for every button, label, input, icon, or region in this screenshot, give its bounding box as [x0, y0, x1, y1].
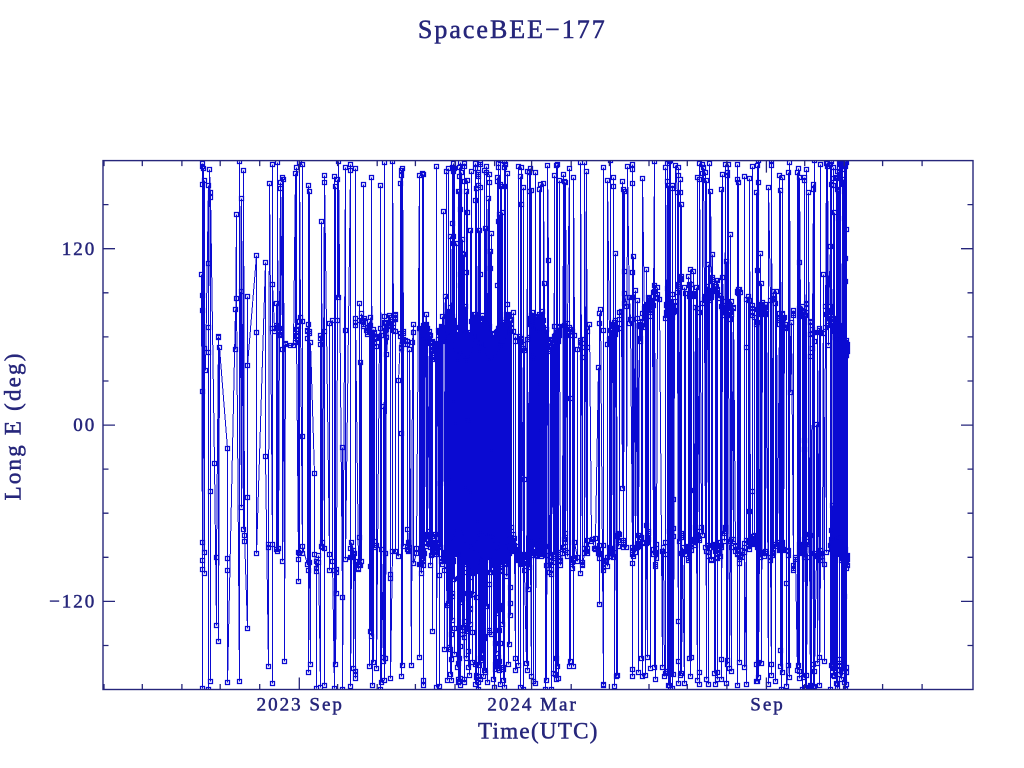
svg-text:00: 00 [73, 415, 96, 436]
svg-text:2023 Sep: 2023 Sep [257, 695, 344, 716]
svg-text:−120: −120 [49, 591, 96, 612]
svg-text:Sep: Sep [750, 695, 785, 716]
svg-text:SpaceBEE−177: SpaceBEE−177 [418, 15, 607, 44]
svg-text:120: 120 [62, 239, 97, 260]
svg-text:Time(UTC): Time(UTC) [478, 719, 599, 744]
svg-text:Long E (deg): Long E (deg) [1, 351, 26, 500]
svg-text:2024 Mar: 2024 Mar [487, 695, 577, 716]
